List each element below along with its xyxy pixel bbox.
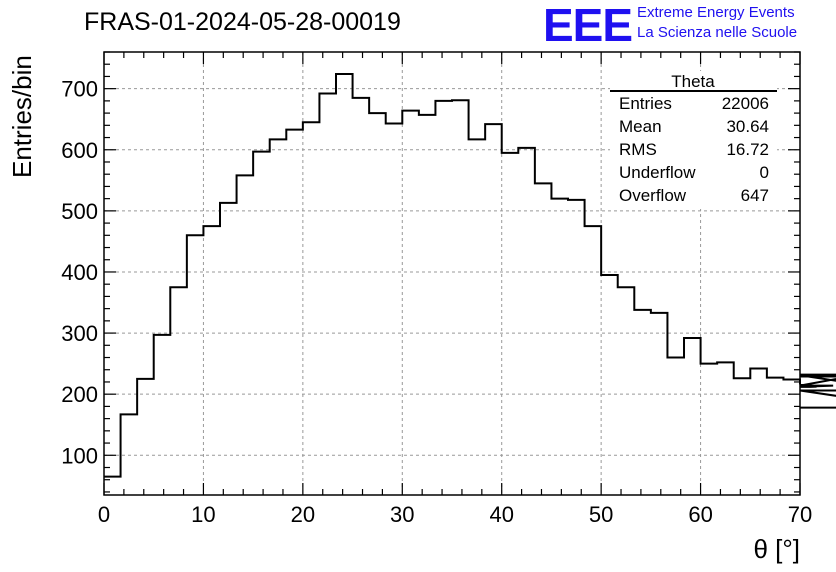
x-tick-labels: 0 10 20 30 40 50 60 70 xyxy=(98,502,812,527)
y-tick-label: 600 xyxy=(61,138,98,163)
page-title: FRAS-01-2024-05-28-00019 xyxy=(84,8,401,36)
stat-value: 22006 xyxy=(722,94,769,113)
x-tick-label: 50 xyxy=(589,502,613,527)
y-tick-label: 500 xyxy=(61,199,98,224)
stat-label: Overflow xyxy=(619,186,687,205)
x-tick-label: 10 xyxy=(191,502,215,527)
stat-value: 30.64 xyxy=(726,117,769,136)
x-tick-label: 30 xyxy=(390,502,414,527)
x-tick-label: 40 xyxy=(489,502,513,527)
eee-logo: EEE xyxy=(543,0,633,51)
stat-label: Underflow xyxy=(619,163,696,182)
axis-ticks xyxy=(103,51,801,495)
y-axis-label: Entries/bin xyxy=(7,55,37,178)
y-tick-label: 700 xyxy=(61,77,98,102)
stat-value: 16.72 xyxy=(726,140,769,159)
histogram-line xyxy=(104,72,836,478)
stat-value: 647 xyxy=(741,186,769,205)
plot-frame xyxy=(103,51,801,496)
logo-subtitle-1: Extreme Energy Events xyxy=(637,4,795,21)
x-tick-label: 20 xyxy=(291,502,315,527)
x-tick-label: 70 xyxy=(788,502,812,527)
stat-label: Entries xyxy=(619,94,672,113)
x-tick-label: 60 xyxy=(688,502,712,527)
stat-value: 0 xyxy=(760,163,769,182)
y-tick-label: 400 xyxy=(61,260,98,285)
x-axis-label: θ [°] xyxy=(753,534,800,564)
stat-label: RMS xyxy=(619,140,657,159)
stats-box: Theta Entries 22006 Mean 30.64 RMS 16.72 Under… xyxy=(610,71,777,209)
stat-label: Mean xyxy=(619,117,662,136)
y-tick-label: 100 xyxy=(61,443,98,468)
logo-subtitle-2: La Scienza nelle Scuole xyxy=(637,24,798,41)
x-tick-label: 0 xyxy=(98,502,110,527)
y-tick-labels: 100 200 300 400 500 600 700 xyxy=(61,77,98,469)
stats-title: Theta xyxy=(671,72,715,91)
y-tick-label: 300 xyxy=(61,321,98,346)
y-tick-label: 200 xyxy=(61,382,98,407)
